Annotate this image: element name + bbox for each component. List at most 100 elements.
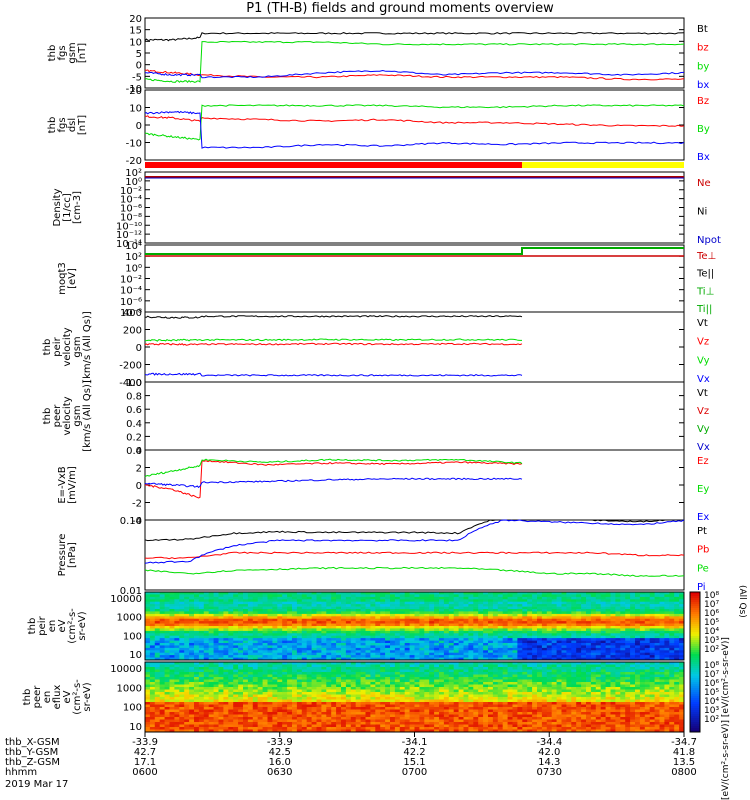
spec-cell: [390, 667, 396, 670]
spec-cell: [595, 601, 602, 605]
spec-cell: [321, 729, 327, 733]
spec-cell: [483, 635, 489, 639]
spec-cell: [561, 650, 567, 654]
spec-cell: [272, 687, 278, 690]
spec-cell: [213, 689, 219, 693]
spec-cell: [478, 613, 484, 617]
spec-cell: [355, 630, 361, 634]
spec-cell: [292, 674, 298, 678]
spec-cell: [233, 604, 239, 607]
spec-cell: [365, 724, 371, 728]
spec-cell: [262, 650, 268, 654]
spec-cell: [301, 635, 308, 639]
spec-cell: [414, 606, 420, 610]
spec-cell: [502, 652, 508, 656]
spec-cell: [301, 611, 308, 615]
spec-cell: [179, 669, 185, 673]
spec-cell: [571, 647, 577, 651]
spec-cell: [370, 724, 376, 728]
spec-cell: [453, 647, 459, 651]
spec-cell: [414, 633, 420, 637]
spec-cell: [566, 640, 572, 644]
spec-cell: [586, 594, 592, 598]
spec-cell: [635, 638, 641, 641]
spec-cell: [277, 626, 283, 629]
spec-cell: [365, 616, 371, 620]
spec-cell: [184, 606, 190, 610]
spec-cell: [355, 692, 361, 695]
spec-cell: [355, 674, 361, 678]
spec-cell: [561, 640, 567, 644]
spec-cell: [174, 618, 180, 622]
spec-cell: [198, 609, 205, 612]
spec-cell: [365, 606, 371, 610]
spec-cell: [189, 677, 195, 680]
spec-cell: [532, 609, 538, 612]
spec-cell: [169, 674, 175, 678]
spec-cell: [600, 652, 606, 656]
spec-cell: [169, 662, 175, 665]
spec-cell: [149, 635, 156, 639]
spec-cell: [311, 677, 317, 680]
spec-cell: [198, 596, 205, 600]
spec-cell: [154, 630, 161, 634]
spec-cell: [394, 604, 401, 607]
spec-cell: [424, 592, 430, 595]
spec-cell: [561, 628, 567, 632]
spec-cell: [341, 638, 347, 641]
spec-cell: [154, 638, 161, 641]
spec-cell: [576, 609, 582, 612]
spec-cell: [380, 657, 386, 661]
spec-cell: [404, 638, 410, 641]
spec-cell: [331, 664, 337, 668]
legend-entry: Pe: [697, 563, 709, 574]
legend-entry: Vx: [697, 442, 710, 453]
spec-cell: [492, 630, 499, 634]
spec-cell: [189, 601, 195, 605]
spec-cell: [184, 618, 190, 622]
spec-cell: [394, 729, 401, 733]
spec-cell: [257, 724, 263, 728]
spec-cell: [169, 677, 175, 680]
spec-cell: [311, 679, 317, 683]
spec-cell: [517, 635, 523, 639]
spec-cell: [292, 613, 298, 617]
spec-cell: [189, 672, 195, 675]
spec-cell: [252, 674, 259, 678]
spec-cell: [502, 633, 508, 637]
spec-cell: [360, 655, 366, 658]
spec-cell: [561, 645, 567, 649]
spec-cell: [590, 621, 597, 624]
spec-cell: [370, 674, 376, 678]
spec-cell: [468, 596, 474, 600]
spec-cell: [296, 667, 303, 670]
spec-cell: [233, 707, 239, 710]
spec-cell: [306, 618, 312, 622]
spec-cell: [551, 621, 557, 624]
spec-cell: [301, 674, 308, 678]
spec-cell: [179, 604, 185, 607]
spec-cell: [145, 621, 151, 624]
spec-cell: [208, 647, 214, 651]
spec-cell: [385, 594, 391, 598]
spec-cell: [247, 652, 254, 656]
spec-cell: [238, 601, 244, 605]
spec-cell: [424, 606, 430, 610]
spec-cell: [424, 628, 430, 632]
spec-cell: [194, 594, 200, 598]
spec-cell: [497, 621, 504, 624]
spec-cell: [267, 662, 273, 665]
spec-cell: [537, 628, 543, 632]
spec-cell: [360, 674, 366, 678]
spec-cell: [277, 594, 283, 598]
spec-cell: [571, 599, 577, 603]
spec-cell: [179, 621, 185, 624]
spec-cell: [463, 601, 469, 605]
spec-cell: [615, 604, 621, 607]
spec-cell: [179, 694, 185, 698]
spec-cell: [203, 638, 210, 641]
spec-cell: [326, 682, 332, 685]
legend-entry: Npot: [697, 235, 721, 246]
spec-cell: [282, 699, 288, 703]
